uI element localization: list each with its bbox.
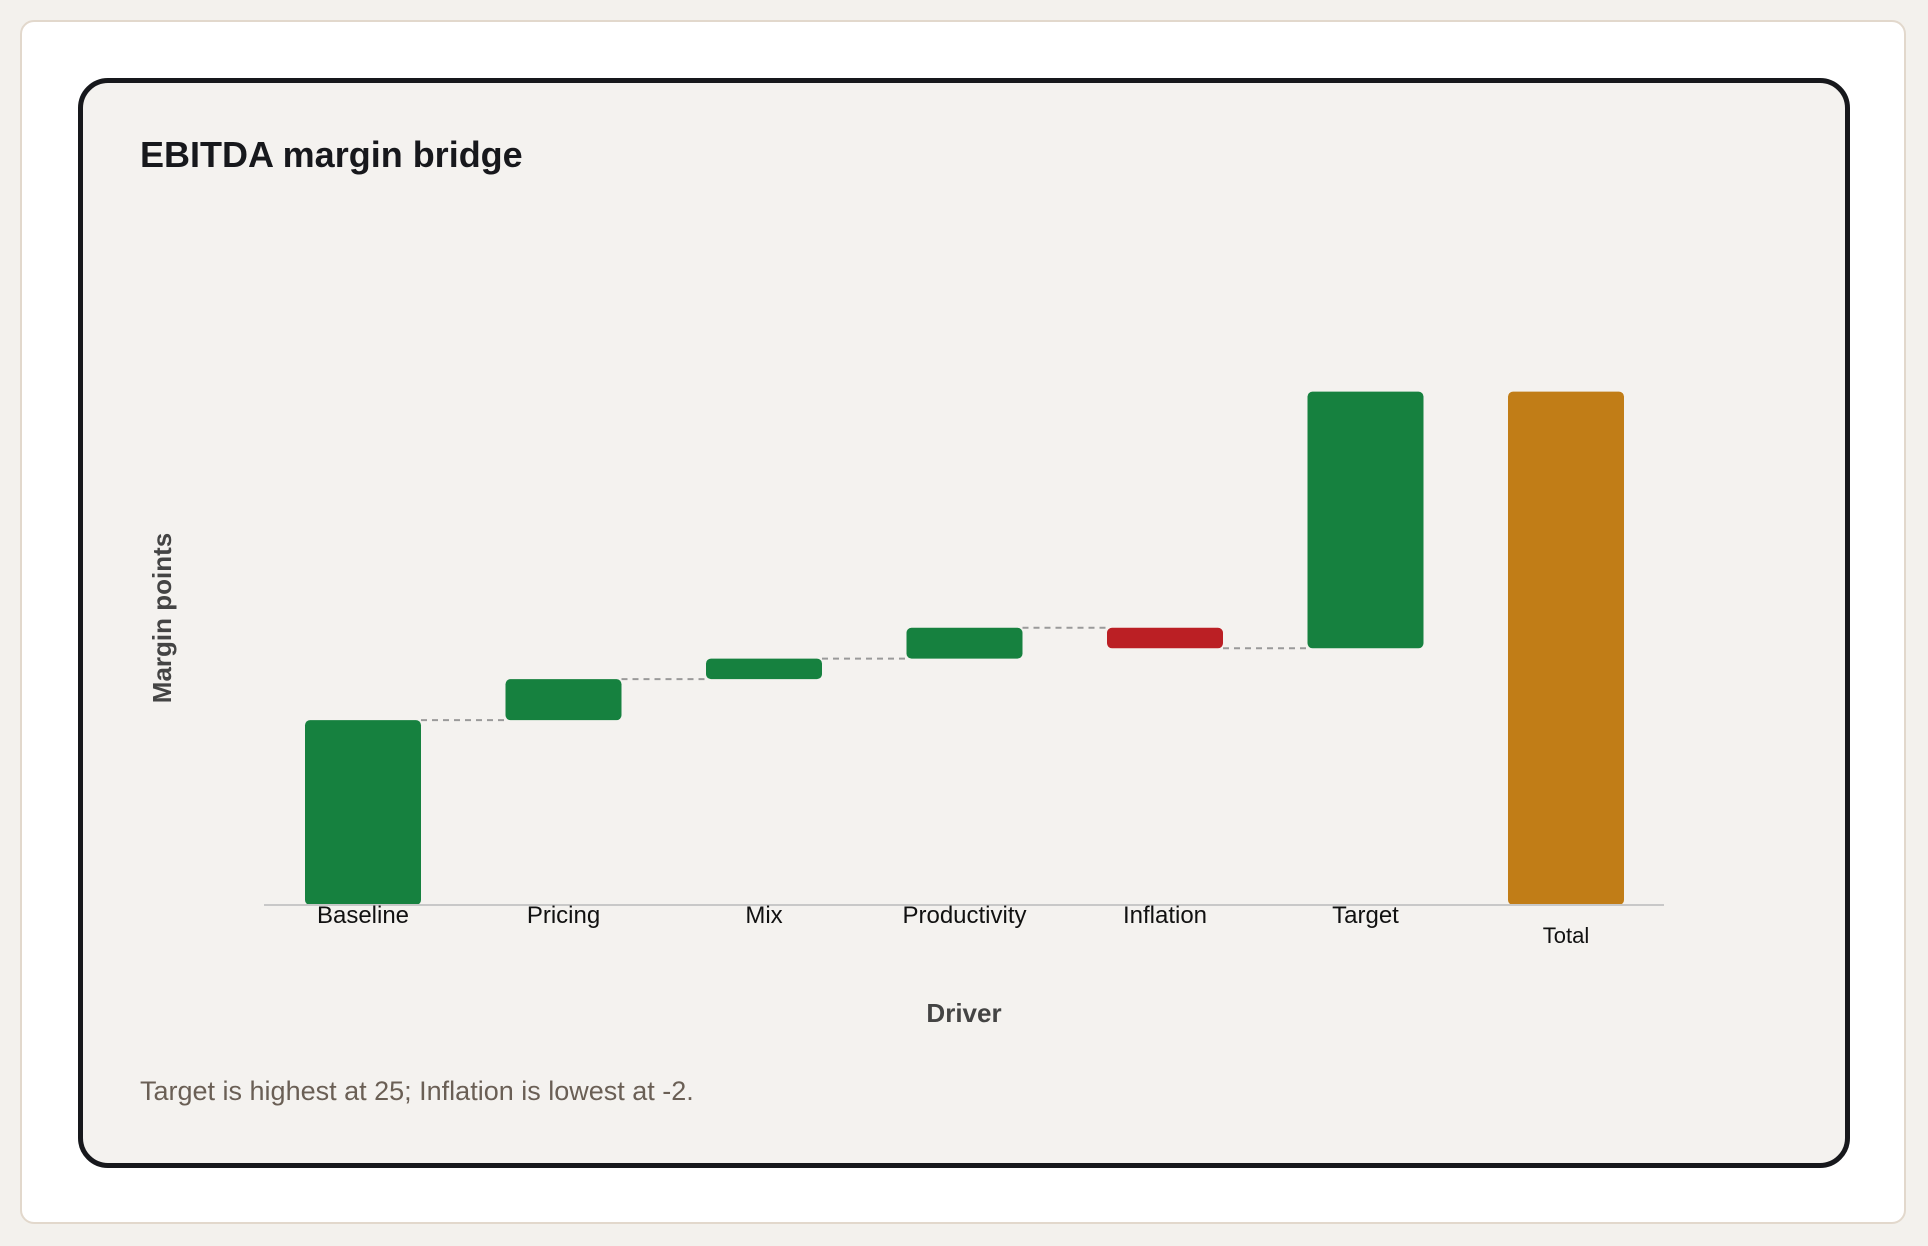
tick-label-mix: Mix: [745, 902, 782, 929]
x-axis-title: Driver: [926, 998, 1001, 1028]
bar-inflation: [1107, 627, 1223, 649]
tick-label-productivity: Productivity: [902, 902, 1026, 929]
chart-caption: Target is highest at 25; Inflation is lo…: [140, 1076, 694, 1106]
tick-label-inflation: Inflation: [1123, 902, 1207, 929]
x-tick-labels: Baseline Pricing Mix Productivity Inflation T…: [317, 902, 1589, 948]
bar-productivity: [906, 627, 1023, 659]
chart-title: EBITDA margin bridge: [140, 134, 523, 175]
tick-label-total: Total: [1543, 923, 1589, 948]
bar-pricing: [505, 679, 622, 721]
connector-lines: [421, 626, 1308, 722]
tick-label-pricing: Pricing: [527, 902, 600, 929]
bar-mix: [706, 658, 822, 680]
bar-baseline: [305, 720, 421, 905]
tick-label-target: Target: [1332, 902, 1399, 929]
tick-label-baseline: Baseline: [317, 902, 409, 929]
bar-total: [1508, 391, 1624, 905]
bars-group: [305, 391, 1624, 905]
y-axis-title: Margin points: [147, 533, 177, 703]
bar-target: [1307, 391, 1424, 649]
